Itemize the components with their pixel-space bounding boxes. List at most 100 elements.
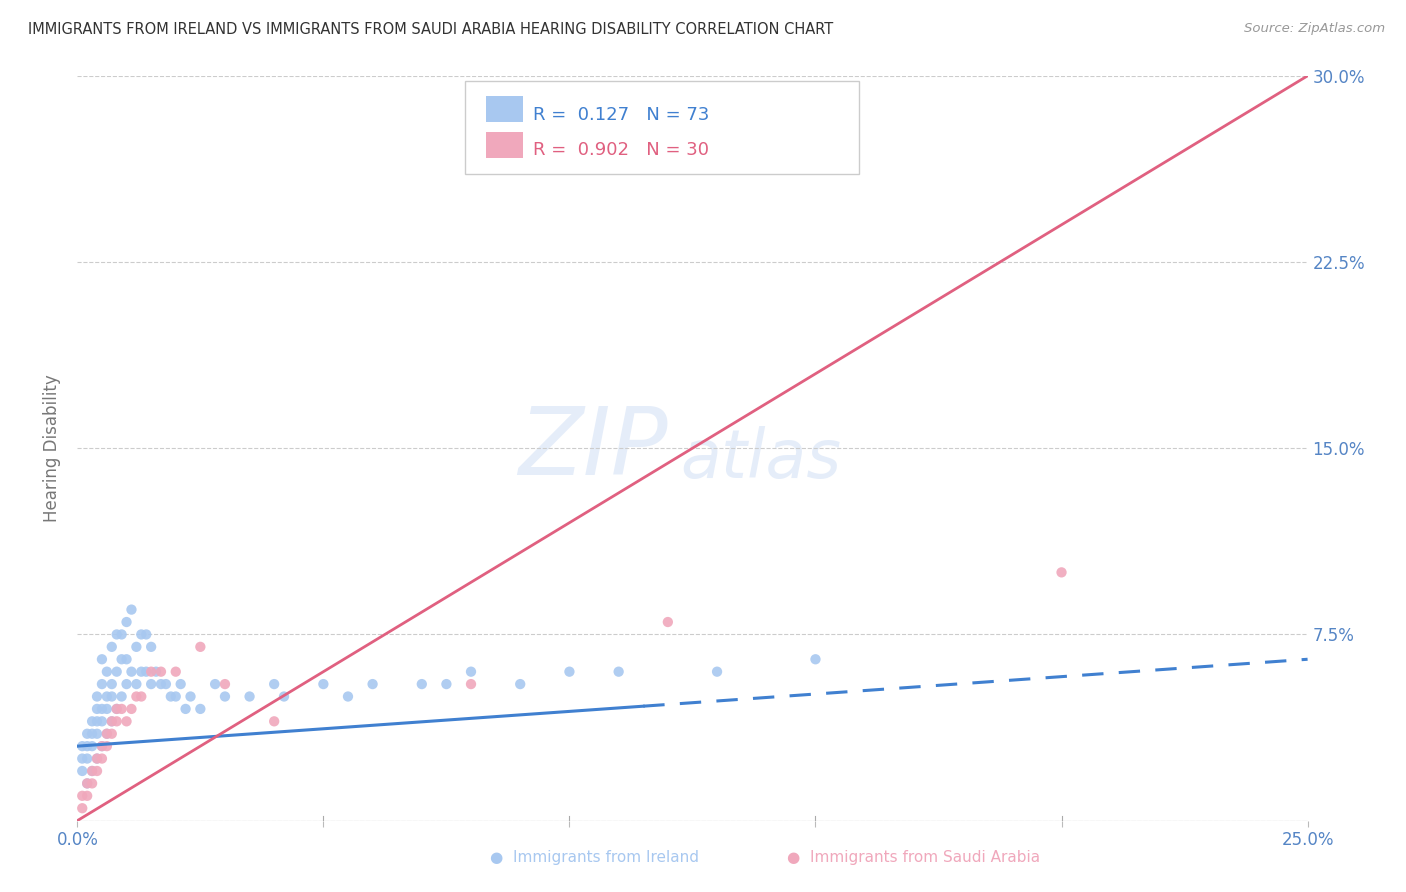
Point xyxy=(165,690,187,704)
Point xyxy=(101,677,124,691)
Point xyxy=(86,714,108,729)
Point xyxy=(657,615,679,629)
Point xyxy=(141,677,163,691)
Text: ZIP: ZIP xyxy=(519,402,668,494)
Point xyxy=(70,789,93,803)
Point xyxy=(141,640,163,654)
Point xyxy=(82,764,104,778)
Point xyxy=(101,714,124,729)
Point xyxy=(96,690,118,704)
Text: ●  Immigrants from Ireland: ● Immigrants from Ireland xyxy=(489,850,699,865)
Point xyxy=(214,690,236,704)
Point xyxy=(70,764,93,778)
Point xyxy=(509,677,531,691)
Point xyxy=(263,714,285,729)
Point xyxy=(115,677,138,691)
Point xyxy=(337,690,360,704)
Point xyxy=(76,751,98,765)
Point xyxy=(86,727,108,741)
Point xyxy=(607,665,630,679)
Point xyxy=(76,776,98,790)
Point xyxy=(804,652,827,666)
Point xyxy=(115,615,138,629)
Point xyxy=(90,714,114,729)
Point xyxy=(273,690,295,704)
Point xyxy=(115,714,138,729)
FancyBboxPatch shape xyxy=(486,96,523,122)
Point xyxy=(188,640,212,654)
Point xyxy=(96,665,118,679)
Point xyxy=(76,776,98,790)
Point xyxy=(150,665,173,679)
Point xyxy=(111,702,132,716)
Point xyxy=(145,665,167,679)
Point xyxy=(105,702,128,716)
Point xyxy=(86,702,108,716)
Point xyxy=(90,702,114,716)
Point xyxy=(70,801,93,815)
Point xyxy=(239,690,262,704)
Point xyxy=(135,665,157,679)
Point xyxy=(150,677,173,691)
Point xyxy=(111,627,132,641)
Point xyxy=(121,665,143,679)
Point xyxy=(86,764,108,778)
Text: R =  0.127   N = 73: R = 0.127 N = 73 xyxy=(533,105,709,124)
Point xyxy=(90,739,114,753)
Point xyxy=(86,751,108,765)
Point xyxy=(121,702,143,716)
Point xyxy=(86,751,108,765)
Point xyxy=(135,627,157,641)
Point xyxy=(129,690,153,704)
FancyBboxPatch shape xyxy=(465,81,859,174)
Point xyxy=(82,739,104,753)
Point xyxy=(90,739,114,753)
Point xyxy=(312,677,335,691)
Point xyxy=(111,690,132,704)
Point xyxy=(436,677,458,691)
Point xyxy=(214,677,236,691)
Point xyxy=(76,739,98,753)
Point xyxy=(129,665,153,679)
Point xyxy=(101,690,124,704)
Point xyxy=(460,665,482,679)
Point xyxy=(155,677,177,691)
Text: atlas: atlas xyxy=(681,426,841,492)
Point xyxy=(170,677,193,691)
Point xyxy=(105,665,128,679)
Y-axis label: Hearing Disability: Hearing Disability xyxy=(44,375,62,522)
Point xyxy=(105,702,128,716)
Point xyxy=(101,714,124,729)
Point xyxy=(188,702,212,716)
Text: IMMIGRANTS FROM IRELAND VS IMMIGRANTS FROM SAUDI ARABIA HEARING DISABILITY CORRE: IMMIGRANTS FROM IRELAND VS IMMIGRANTS FR… xyxy=(28,22,834,37)
Point xyxy=(165,665,187,679)
Point xyxy=(204,677,226,691)
Point xyxy=(101,727,124,741)
Point xyxy=(160,690,183,704)
Point xyxy=(96,727,118,741)
Point xyxy=(1050,566,1073,580)
Point xyxy=(96,739,118,753)
Point xyxy=(96,727,118,741)
Text: ●  Immigrants from Saudi Arabia: ● Immigrants from Saudi Arabia xyxy=(787,850,1040,865)
Point xyxy=(263,677,285,691)
Point xyxy=(361,677,384,691)
Point xyxy=(125,677,148,691)
Point xyxy=(82,776,104,790)
Point xyxy=(129,627,153,641)
Point xyxy=(105,627,128,641)
Point xyxy=(558,665,581,679)
Point xyxy=(141,665,163,679)
Point xyxy=(101,640,124,654)
Point xyxy=(460,677,482,691)
Point xyxy=(70,739,93,753)
Point xyxy=(180,690,202,704)
Point xyxy=(411,677,433,691)
Point xyxy=(90,751,114,765)
Point xyxy=(125,640,148,654)
Point xyxy=(86,690,108,704)
FancyBboxPatch shape xyxy=(486,132,523,158)
Point xyxy=(76,727,98,741)
Point xyxy=(76,789,98,803)
Point xyxy=(70,751,93,765)
